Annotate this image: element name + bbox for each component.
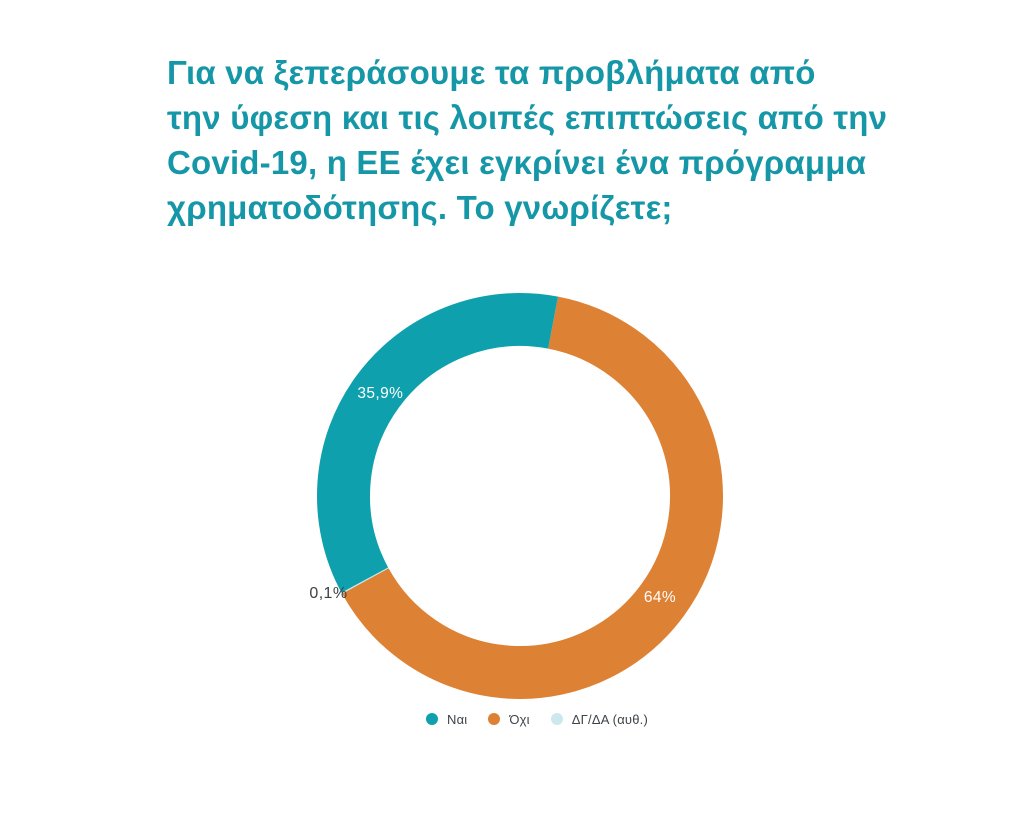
- legend-label: Ναι: [446, 711, 468, 727]
- donut-rings: [317, 293, 723, 699]
- slice-value-label: 0,1%: [309, 584, 348, 602]
- slice-value-label: 35,9%: [357, 384, 404, 402]
- slice-value-label: 64%: [643, 588, 677, 606]
- legend-swatch-icon: [488, 713, 501, 725]
- title-line: την ύφεση και τις λοιπές επιπτώσεις από …: [167, 99, 888, 136]
- legend-item: ΔΓ/ΔΑ (αυθ.): [550, 711, 649, 727]
- legend-swatch-icon: [550, 713, 563, 725]
- donut-slice: [317, 293, 559, 593]
- legend-swatch-icon: [425, 713, 438, 725]
- donut-slice: [341, 567, 389, 594]
- donut-slice: [342, 296, 723, 699]
- legend-item: Όχι: [488, 711, 530, 727]
- title-line: Για να ξεπεράσουμε τα προβλήματα από: [167, 54, 816, 91]
- legend-label: Όχι: [509, 711, 530, 727]
- chart-legend: Ναι Όχι ΔΓ/ΔΑ (αυθ.): [425, 707, 649, 731]
- title-line: Covid-19, η ΕΕ έχει εγκρίνει ένα πρόγραμ…: [167, 144, 867, 181]
- legend-item: Ναι: [425, 711, 468, 727]
- title-line: χρηματοδότησης. Το γνωρίζετε;: [167, 189, 673, 226]
- donut-chart: 64% 0,1% 35,9%: [300, 276, 740, 716]
- legend-label: ΔΓ/ΔΑ (αυθ.): [571, 711, 649, 727]
- chart-title: Για να ξεπεράσουμε τα προβλήματα από την…: [167, 50, 897, 230]
